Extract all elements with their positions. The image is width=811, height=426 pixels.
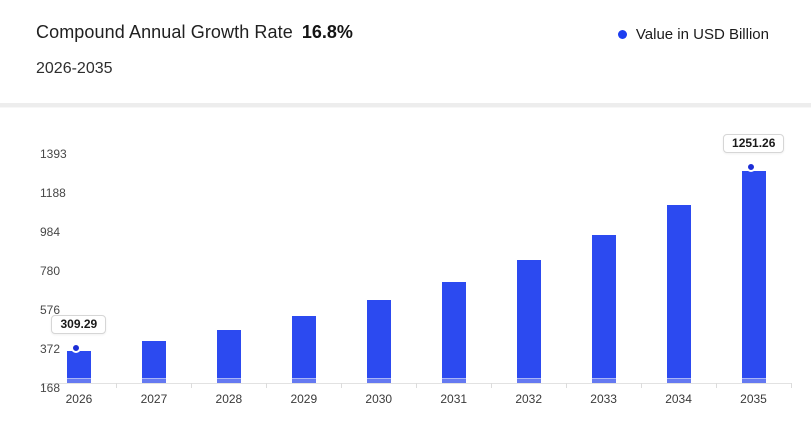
bar-base-segment	[66, 378, 91, 383]
legend[interactable]: Value in USD Billion	[617, 26, 769, 43]
bar[interactable]	[516, 260, 541, 378]
legend-label: Value in USD Billion	[635, 26, 769, 43]
bar[interactable]	[441, 281, 466, 378]
x-axis-tick	[791, 383, 792, 388]
bar[interactable]	[216, 329, 241, 378]
bar[interactable]	[666, 205, 691, 378]
legend-dot-icon	[617, 30, 627, 39]
x-axis-label: 2027	[140, 392, 168, 406]
x-axis-label: 2028	[215, 392, 243, 406]
bar-base-segment	[516, 378, 541, 383]
bar-base-segment	[666, 378, 691, 383]
bar[interactable]	[366, 300, 391, 378]
header-divider	[0, 103, 811, 108]
x-axis-label: 2032	[515, 392, 543, 406]
x-axis-label: 2033	[590, 392, 617, 406]
y-axis-label: 168	[40, 381, 61, 396]
x-axis-tick	[191, 383, 193, 388]
y-axis-label: 1188	[40, 185, 66, 200]
bar-base-segment	[591, 378, 616, 383]
bar[interactable]	[591, 234, 616, 378]
bar-base-segment	[216, 378, 241, 383]
x-axis-tick	[491, 383, 493, 388]
value-tooltip: 1251.26	[723, 134, 785, 154]
x-axis-tick	[41, 383, 43, 388]
x-axis-label: 2029	[290, 392, 318, 406]
bar-base-segment	[366, 378, 391, 383]
bar[interactable]	[141, 341, 166, 378]
cagr-value: 16.8%	[301, 22, 353, 42]
period-subtitle: 2026-2035	[36, 60, 113, 77]
x-axis-tick	[341, 383, 343, 388]
x-axis-label: 2026	[65, 392, 93, 406]
y-axis-label: 576	[40, 303, 61, 318]
data-point-dot	[746, 162, 757, 173]
bar[interactable]	[66, 351, 91, 378]
y-axis-label: 372	[40, 342, 61, 357]
x-axis-tick	[266, 383, 268, 388]
x-axis-label: 2034	[665, 392, 692, 406]
chart-header: Compound Annual Growth Rate 16.8% 2026-2…	[0, 0, 811, 102]
y-axis-label: 780	[40, 263, 61, 278]
bar[interactable]	[291, 316, 316, 378]
bar-base-segment	[291, 378, 316, 383]
x-axis-tick	[641, 383, 643, 388]
bar-base-segment	[441, 378, 466, 383]
x-axis-label: 2035	[740, 392, 767, 406]
title-row: Compound Annual Growth Rate 16.8%	[36, 22, 353, 43]
bar-base-segment	[741, 378, 766, 383]
y-axis-label: 1393	[40, 146, 67, 161]
x-axis-tick	[566, 383, 568, 388]
x-axis-tick	[716, 383, 718, 388]
data-point-dot	[71, 342, 82, 353]
x-axis-label: 2030	[365, 392, 393, 406]
bar[interactable]	[741, 170, 766, 378]
value-tooltip: 309.29	[51, 314, 107, 334]
chart-title: Compound Annual Growth Rate	[36, 22, 293, 42]
y-axis-label: 984	[40, 224, 61, 239]
bar-base-segment	[141, 378, 166, 383]
x-axis-tick	[416, 383, 418, 388]
x-axis-label: 2031	[440, 392, 468, 406]
x-axis-tick	[116, 383, 118, 388]
